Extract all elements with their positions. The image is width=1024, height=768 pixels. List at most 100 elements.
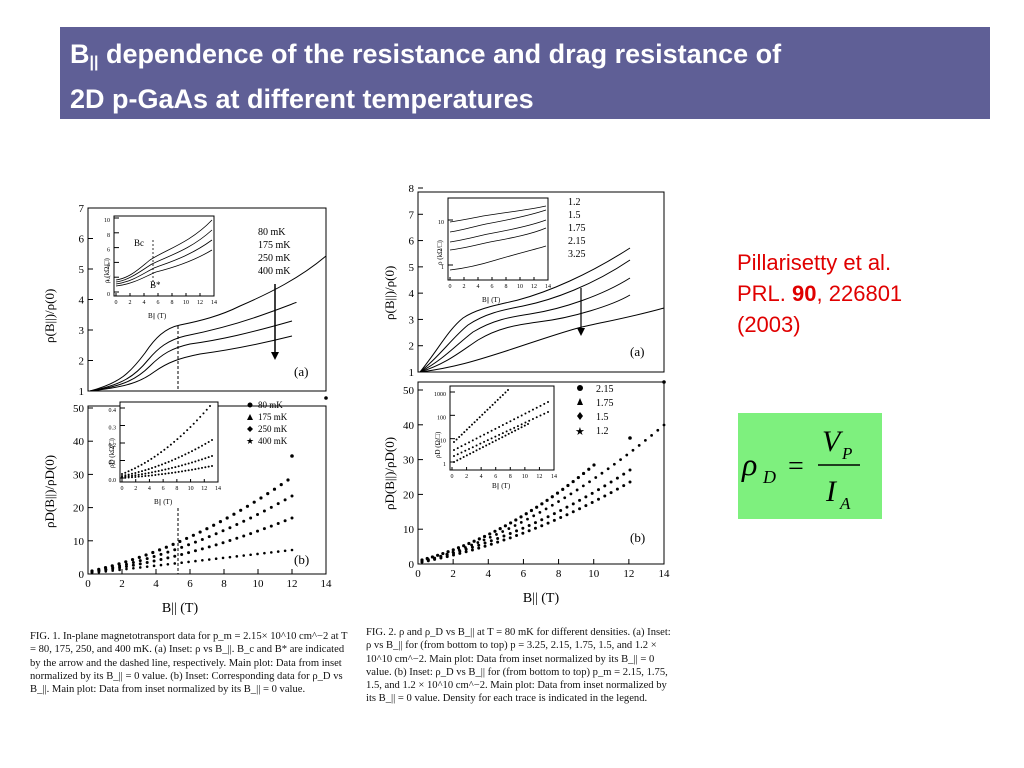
data-point: [207, 545, 211, 549]
data-point: [154, 470, 157, 473]
eq-numerator-sub: P: [841, 444, 852, 463]
data-point: [166, 562, 170, 566]
data-point: [130, 468, 133, 471]
data-point: [193, 549, 197, 553]
fig2-a-legend: 1.2 1.5 1.75 2.15 3.25: [568, 197, 586, 260]
data-point: [501, 530, 505, 533]
fig1-a-legend-item: 400 mK: [258, 266, 291, 277]
data-point: [262, 509, 266, 513]
x-tick-label: 8: [171, 300, 174, 306]
data-point: [187, 560, 190, 564]
data-point: [529, 508, 534, 513]
fig2-caption-text: ρ and ρ_D vs B_|| at T = 80 mK for diffe…: [366, 627, 671, 705]
data-point: [478, 447, 481, 450]
y-tick-label: 3: [409, 314, 415, 326]
data-point: [510, 431, 513, 434]
data-point: [499, 396, 502, 399]
data-point: [151, 550, 155, 555]
y-tick-label: 40: [403, 420, 415, 432]
fig2-a-inset-ticks: 0 2 4 6 8 10 12 14 1 10: [438, 219, 551, 290]
data-point: [563, 496, 567, 500]
data-point: [130, 558, 135, 562]
data-point: [524, 412, 527, 415]
data-point: [494, 427, 497, 430]
data-point: [488, 532, 492, 536]
data-point: [521, 531, 525, 535]
fig2-panel-b-frame: [417, 381, 665, 565]
x-tick-label: 8: [175, 486, 178, 492]
data-point: [144, 472, 147, 475]
citation-year: (2003): [737, 312, 801, 337]
data-point: [290, 516, 294, 520]
data-point: [460, 451, 463, 454]
eq-equals: =: [788, 451, 804, 482]
data-point: [609, 480, 613, 484]
data-point: [181, 455, 183, 457]
data-point: [531, 418, 534, 421]
data-point: [578, 498, 582, 502]
data-point: [470, 543, 474, 547]
data-point: [124, 562, 128, 566]
data-point: [143, 461, 146, 464]
data-point: [197, 467, 200, 470]
data-point: [547, 401, 549, 403]
y-tick-label: 10: [403, 524, 415, 536]
data-point: [150, 457, 153, 460]
data-point: [269, 505, 273, 509]
data-point: [552, 518, 556, 522]
fig1-a-inset-ticks: 0 2 4 6 8 10 12 14 0 2 4 6 8 10: [104, 217, 217, 306]
data-point: [571, 510, 575, 514]
data-point: [152, 559, 156, 563]
fig1-a-yticks: 1 2 3 4 5 6 7: [79, 203, 93, 398]
data-point: [163, 448, 166, 451]
data-point: [495, 533, 498, 536]
x-tick-label: 2: [134, 486, 137, 492]
data-point: [194, 559, 197, 563]
title-prefix: B: [70, 39, 90, 69]
x-tick-label: 0: [449, 284, 452, 290]
data-point: [269, 524, 273, 528]
data-point: [446, 550, 450, 554]
data-point: [187, 462, 190, 465]
data-point: [192, 422, 195, 425]
data-point: [262, 527, 266, 531]
data-point: [559, 516, 563, 520]
data-point: [141, 473, 143, 476]
data-point: [207, 535, 211, 539]
data-point: [124, 560, 128, 564]
data-point: [458, 436, 461, 439]
data-point: [137, 475, 140, 478]
data-point: [191, 468, 193, 471]
data-point: [173, 440, 176, 443]
data-point: [622, 472, 626, 476]
data-point: [578, 507, 582, 511]
data-point: [225, 516, 229, 520]
y-tick-label: 3: [79, 325, 85, 337]
data-point: [151, 471, 153, 474]
title-banner: [60, 27, 990, 119]
fig1-b-inset-xlabel: B|| (T): [154, 498, 173, 506]
data-point: [514, 518, 518, 522]
x-tick-label: 14: [659, 568, 671, 580]
data-point: [523, 424, 526, 427]
data-point: [453, 455, 455, 457]
data-point: [483, 440, 486, 443]
data-point: [249, 553, 252, 557]
fig2-b-inset: [449, 385, 555, 471]
x-tick-label: 4: [480, 474, 483, 480]
data-point: [471, 423, 473, 426]
data-point: [628, 436, 632, 440]
data-point: [152, 564, 156, 568]
data-point: [138, 562, 142, 566]
fig1-a-curves: [89, 255, 327, 392]
data-point: [171, 466, 173, 469]
data-point: [483, 433, 486, 436]
data-point: [187, 469, 190, 472]
data-point: [509, 428, 512, 431]
data-point: [157, 473, 160, 476]
x-tick-label: 6: [521, 568, 527, 580]
y-tick-label: 6: [409, 236, 415, 248]
fig2-a-inset-ylabel: ρ (kΩ/□): [436, 240, 444, 265]
x-tick-label: 14: [321, 578, 333, 590]
